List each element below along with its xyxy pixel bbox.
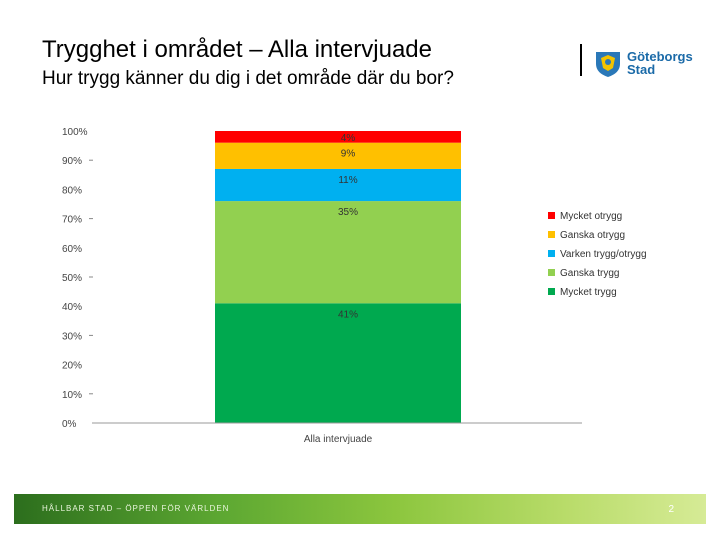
legend-swatch [548,212,555,219]
y-tick-label: 60% [62,244,82,255]
data-label: 4% [341,133,356,144]
legend-label: Varken trygg/otrygg [560,249,647,260]
y-tick-label: 20% [62,361,82,372]
legend-swatch [548,269,555,276]
page-subtitle: Hur trygg känner du dig i det område där… [42,68,454,89]
goteborg-crest-icon [596,52,620,77]
logo-line2: Stad [627,62,656,77]
bar-segment-mycket-trygg [215,303,461,423]
logo-divider [580,44,582,76]
y-tick-label: 50% [62,273,82,284]
legend-label: Mycket otrygg [560,211,622,222]
bars: 41% 35% 11% 9% 4% [215,131,461,423]
data-label: 9% [341,149,356,160]
bar-segment-mycket-otrygg [215,131,461,143]
goteborg-logo [592,46,692,80]
y-tick-label: 40% [62,302,82,313]
y-tick-label: 0% [62,419,77,430]
bar-segment-ganska-trygg [215,201,461,304]
y-tick-label: 70% [62,215,82,226]
footer-banner: HÅLLBAR STAD – ÖPPEN FÖR VÄRLDEN 2 [14,494,706,524]
legend-swatch [548,231,555,238]
footer-slogan: HÅLLBAR STAD – ÖPPEN FÖR VÄRLDEN [42,504,230,513]
legend-label: Mycket trygg [560,287,617,298]
stacked-bar-chart: 0% 10% 20% 30% 40% 50% 60% 70% 80% 90% 100% 41% 35%… [62,127,647,445]
y-tick-label: 30% [62,331,82,342]
y-tick-label: 100% [62,127,88,138]
logo-line1: Göteborgs [627,49,693,64]
bar-segment-varken-trygg-otrygg [215,168,461,202]
bar-segment-ganska-otrygg [215,142,461,169]
data-label: 35% [338,207,358,218]
page-number: 2 [668,504,674,515]
y-tick-label: 10% [62,390,82,401]
category-label: Alla intervjuade [304,434,373,445]
y-tick-label: 90% [62,156,82,167]
legend-swatch [548,250,555,257]
legend-label: Ganska otrygg [560,230,625,241]
legend-swatch [548,288,555,295]
page-title: Trygghet i området – Alla intervjuade [42,36,432,63]
legend-label: Ganska trygg [560,268,619,279]
legend: Mycket otrygg Ganska otrygg Varken trygg/o… [548,211,647,298]
y-tick-label: 80% [62,185,82,196]
y-axis: 0% 10% 20% 30% 40% 50% 60% 70% 80% 90% 100% [62,127,93,430]
logo-text: Göteborgs Stad [627,50,693,76]
data-label: 41% [338,309,358,320]
data-label: 11% [338,175,357,186]
